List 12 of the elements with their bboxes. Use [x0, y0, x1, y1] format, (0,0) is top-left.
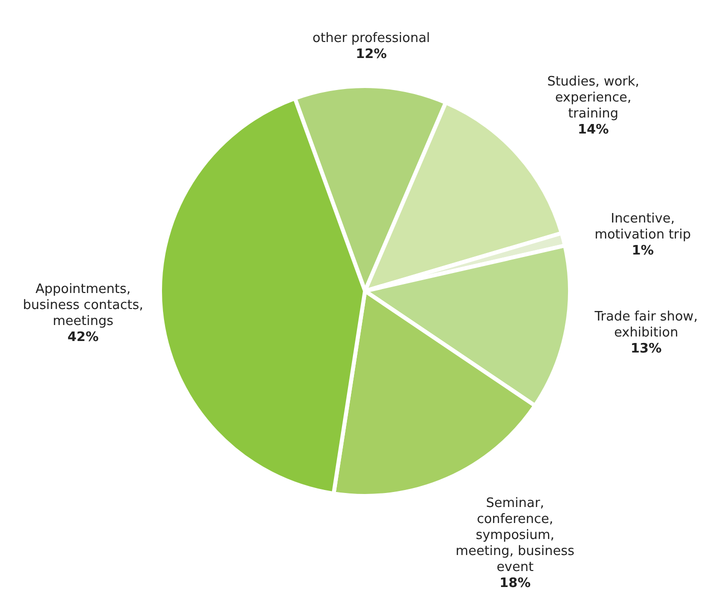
data-label: 12%	[356, 47, 387, 62]
data-label: 14%	[578, 122, 609, 138]
slice-label: Trade fair show, exhibition	[594, 309, 698, 340]
slice-label: other professional	[312, 31, 430, 46]
slice-label: Appointments, business contacts, meetings	[22, 282, 144, 329]
data-label: 18%	[500, 576, 531, 592]
data-label: 42%	[68, 330, 99, 345]
data-label: 1%	[632, 243, 654, 258]
data-label: 13%	[630, 341, 662, 356]
slice-label: Studies, work, experience, training	[547, 74, 640, 122]
slice-label: Incentive, motivation trip	[594, 211, 691, 242]
slice-label: Seminar, conference, symposium, meeting, business event	[456, 496, 575, 576]
